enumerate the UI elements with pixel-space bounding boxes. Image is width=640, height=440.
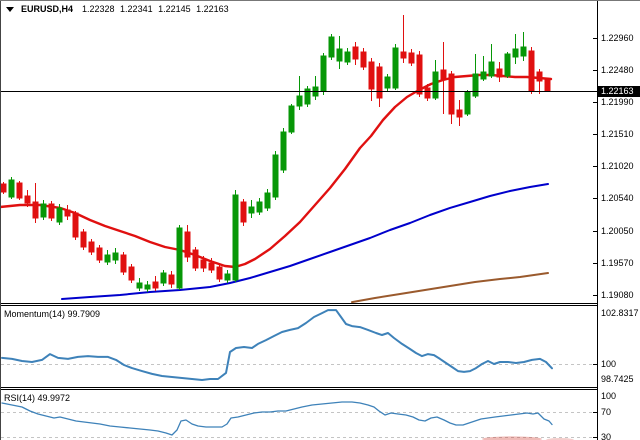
candle-body — [256, 201, 263, 213]
candle-body — [440, 69, 447, 80]
rsi-axis-label: 70 — [601, 407, 612, 417]
price-axis-label: 1.19080 — [601, 289, 634, 300]
candle-body — [456, 109, 463, 118]
candle-body — [128, 266, 135, 281]
price-axis-label: 1.21510 — [601, 129, 634, 140]
candle-body — [48, 203, 55, 219]
candle-body — [24, 195, 31, 204]
price-axis-label: 1.22480 — [601, 64, 634, 75]
candle-body — [104, 254, 111, 263]
candle-body — [472, 73, 479, 97]
rsi-line — [1, 401, 553, 436]
ma-red-line — [0, 73, 553, 269]
candle-body — [216, 266, 223, 280]
candle-body — [528, 50, 535, 92]
candle-body — [184, 231, 191, 258]
candle-body — [400, 51, 407, 59]
chart-title: EURUSD,H4 1.22328 1.22341 1.22145 1.22163 — [6, 4, 229, 14]
momentum-line — [1, 309, 553, 381]
candle-body — [304, 88, 311, 105]
candle-body — [520, 46, 527, 57]
collapse-ohlc-icon[interactable] — [6, 7, 14, 13]
candle-body — [480, 71, 487, 80]
candle-body — [176, 227, 183, 289]
price-axis-label: 1.21990 — [601, 97, 634, 108]
candle-body — [136, 282, 143, 289]
candle-body — [448, 73, 455, 115]
momentum-indicator-label: Momentum(14) 99.7909 — [4, 309, 101, 319]
candle-body — [376, 66, 383, 99]
candle-body — [272, 154, 279, 198]
candle-body — [224, 273, 231, 281]
candle-body — [512, 48, 519, 58]
candle-body — [280, 131, 287, 171]
momentum-axis-label: 100 — [601, 359, 617, 369]
candle-body — [208, 262, 215, 271]
candle-body — [504, 53, 511, 77]
price-axis-label: 1.22960 — [601, 33, 634, 43]
candle-body — [80, 231, 87, 248]
candle-body — [16, 182, 23, 199]
candle-body — [160, 272, 167, 284]
candle-body — [384, 76, 391, 89]
symbol-period-label: EURUSD,H4 — [21, 4, 74, 14]
candle-body — [368, 61, 375, 90]
candle-body — [240, 201, 247, 223]
candle-body — [112, 252, 119, 261]
price-axis-label: 1.21020 — [601, 161, 634, 172]
candle-body — [288, 105, 295, 133]
candle-body — [336, 48, 343, 62]
candle-body — [8, 179, 15, 198]
candle-body — [88, 241, 95, 253]
watermark-smudge — [482, 436, 542, 440]
candle-body — [40, 203, 47, 218]
candle-body — [0, 183, 7, 193]
ohlc-values-label: 1.22328 1.22341 1.22145 1.22163 — [82, 4, 229, 14]
candle-body — [416, 54, 423, 95]
candle-body — [328, 36, 335, 58]
candle-body — [200, 259, 207, 269]
candle-body — [264, 192, 271, 209]
candle-body — [64, 209, 71, 217]
price-axis-label: 1.20050 — [601, 225, 634, 236]
rsi-indicator-label: RSI(14) 49.9972 — [4, 393, 71, 403]
candle-body — [488, 61, 495, 77]
candle-body — [32, 201, 39, 219]
candle-body — [72, 212, 79, 238]
candle-body — [320, 55, 327, 92]
candle-body — [152, 281, 159, 289]
candle-body — [408, 52, 415, 64]
candle-body — [192, 249, 199, 269]
candle-body — [424, 87, 431, 99]
candle-body — [432, 71, 439, 99]
candle-body — [352, 46, 359, 60]
candle-body — [56, 207, 63, 223]
momentum-axis-label: 102.8317 — [601, 308, 639, 318]
candle-body — [248, 206, 255, 214]
momentum-axis-label: 98.7425 — [601, 374, 634, 384]
candle-body — [536, 71, 543, 82]
candle-body — [96, 247, 103, 261]
candle-body — [296, 95, 303, 107]
price-axis-label: 1.19570 — [601, 257, 634, 268]
candle-body — [392, 47, 399, 89]
price-axis-label: 1.20540 — [601, 193, 634, 204]
rsi-axis-label: 100 — [601, 391, 617, 401]
ma-blue-line — [61, 183, 549, 300]
current-price-tag: 1.22163 — [597, 85, 640, 97]
candle-body — [168, 274, 175, 285]
candle-body — [360, 51, 367, 68]
candle-body — [120, 254, 127, 273]
candle-body — [144, 284, 151, 290]
rsi-axis-label: 30 — [601, 432, 612, 440]
ma-brown-line — [351, 272, 549, 304]
candle-body — [496, 68, 503, 78]
candle-body — [344, 51, 351, 63]
candle-body — [544, 79, 551, 92]
candle-body — [464, 91, 471, 115]
candle-body — [232, 194, 239, 281]
